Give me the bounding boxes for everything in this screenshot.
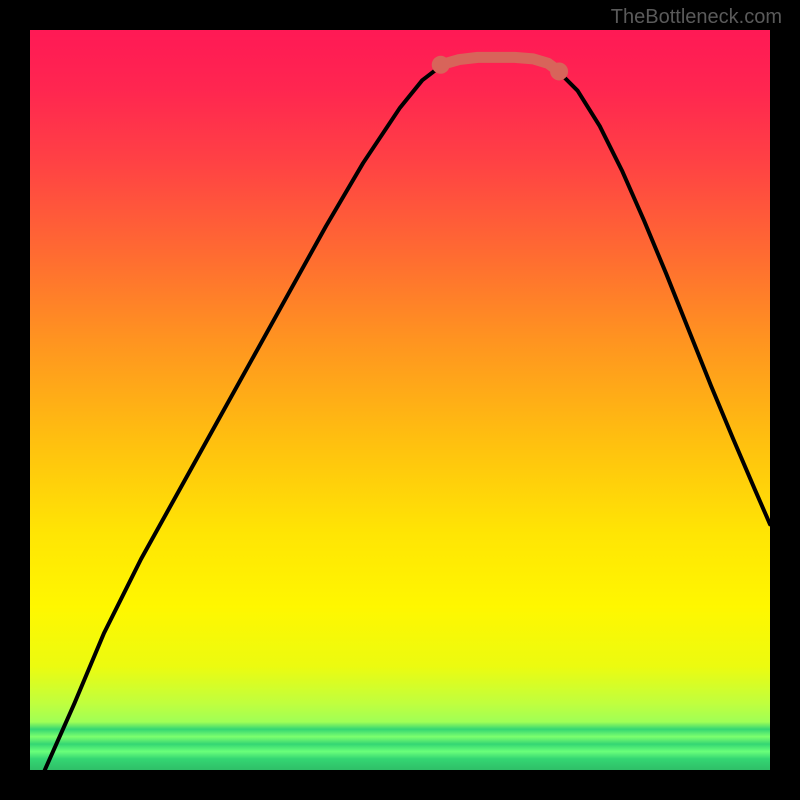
chart-svg xyxy=(30,30,770,770)
gradient-background xyxy=(30,30,770,770)
watermark-text: TheBottleneck.com xyxy=(611,6,782,29)
bottleneck-chart xyxy=(30,30,770,770)
